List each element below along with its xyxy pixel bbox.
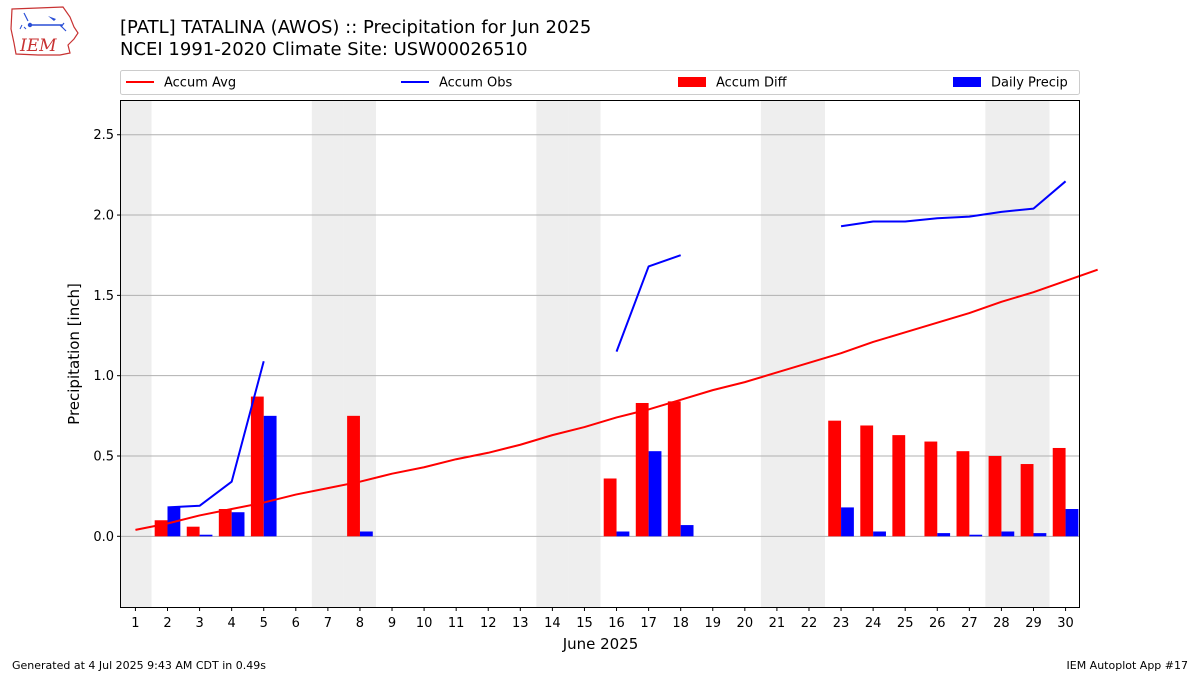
x-tick-label: 1 <box>131 616 139 631</box>
gridlines <box>121 134 1080 537</box>
accum-diff-bar <box>347 415 360 537</box>
accum-diff-bar <box>635 402 649 537</box>
daily-precip-bar <box>359 531 373 537</box>
weekend-band <box>121 101 152 607</box>
x-tick-label: 12 <box>480 616 497 631</box>
lines <box>135 180 1098 531</box>
y-tick-label: 1.0 <box>93 369 114 384</box>
legend-accum-avg-label: Accum Avg <box>164 76 236 91</box>
y-axis-label: Precipitation [inch] <box>65 283 83 425</box>
chart-title: [PATL] TATALINA (AWOS) :: Precipitation … <box>120 17 592 38</box>
accum-obs-line <box>615 254 682 352</box>
axes: 0.00.51.01.52.02.51 2 3 4 5 6 7 8 9 10 11 12 13 14 15 1… <box>65 128 1074 653</box>
y-tick-label: 2.5 <box>93 128 114 143</box>
weekend-band <box>760 101 793 607</box>
x-tick-label: 10 <box>416 616 433 631</box>
daily-precip-bar <box>263 415 277 537</box>
x-tick-label: 11 <box>448 616 465 631</box>
accum-diff-bar <box>860 425 874 537</box>
svg-text:IEM: IEM <box>19 36 57 56</box>
weekend-band <box>311 101 344 607</box>
x-tick-label: 4 <box>228 616 236 631</box>
legend-frame <box>120 70 1080 95</box>
x-tick-label: 7 <box>324 616 332 631</box>
x-tick-label: 5 <box>260 616 268 631</box>
x-tick-label: 20 <box>737 616 754 631</box>
plot-frame <box>120 100 1080 608</box>
weekend-shading <box>121 101 1050 607</box>
daily-precip-bar <box>873 531 886 537</box>
daily-precip-bar <box>231 512 245 537</box>
x-tick-label: 29 <box>1025 616 1042 631</box>
x-tick-label: 26 <box>929 616 946 631</box>
x-tick-label: 21 <box>769 616 786 631</box>
accum-avg-line <box>135 268 1098 531</box>
y-tick-label: 0.5 <box>93 450 114 465</box>
footer-generated: Generated at 4 Jul 2025 9:43 AM CDT in 0… <box>12 659 266 672</box>
weekend-band <box>792 101 826 607</box>
x-tick-label: 15 <box>576 616 593 631</box>
daily-precip-bar <box>648 451 662 537</box>
x-tick-label: 30 <box>1057 616 1074 631</box>
accum-obs-line <box>167 360 265 509</box>
chart-subtitle: NCEI 1991-2020 Climate Site: USW00026510 <box>120 39 528 60</box>
x-tick-label: 23 <box>833 616 850 631</box>
x-tick-label: 22 <box>801 616 818 631</box>
legend-daily-precip-label: Daily Precip <box>991 76 1068 91</box>
daily-precip-bar <box>969 534 983 537</box>
x-tick-label: 6 <box>292 616 300 631</box>
accum-diff-bar <box>988 456 1002 537</box>
accum-diff-bar <box>892 435 906 537</box>
accum-diff-bar <box>154 520 168 537</box>
x-tick-label: 14 <box>544 616 561 631</box>
legend-accum-diff-label: Accum Diff <box>716 76 788 91</box>
y-tick-label: 2.0 <box>93 209 114 224</box>
x-axis-label: June 2025 <box>562 635 639 653</box>
y-tick-label: 0.0 <box>93 530 114 545</box>
daily-precip-bar <box>1065 509 1079 537</box>
accum-diff-bar <box>603 478 617 537</box>
x-tick-label: 13 <box>512 616 529 631</box>
daily-precip-bar <box>680 525 694 537</box>
accum-diff-bar <box>1020 464 1034 537</box>
daily-precip-bar <box>937 533 951 537</box>
x-tick-label: 19 <box>704 616 721 631</box>
accum-diff-bar <box>250 396 264 537</box>
legend-accum-diff-swatch <box>678 77 706 87</box>
accum-diff-bar <box>956 451 970 537</box>
accum-diff-bar <box>186 526 200 537</box>
x-tick-label: 25 <box>897 616 914 631</box>
x-tick-label: 18 <box>672 616 689 631</box>
daily-precip-bar <box>199 534 213 537</box>
footer-app: IEM Autoplot App #17 <box>1066 659 1189 672</box>
legend: Accum Avg Accum Obs Accum Diff Daily Precip <box>120 70 1080 95</box>
daily-precip-bar <box>616 531 630 537</box>
x-tick-label: 9 <box>388 616 396 631</box>
accum-diff-bar <box>828 420 842 537</box>
x-tick-label: 24 <box>865 616 882 631</box>
y-tick-label: 1.5 <box>93 289 114 304</box>
bars <box>154 396 1079 537</box>
x-tick-label: 2 <box>163 616 171 631</box>
x-tick-label: 3 <box>195 616 203 631</box>
accum-diff-bar <box>924 441 938 537</box>
legend-daily-precip-swatch <box>953 77 981 87</box>
accum-diff-bar <box>1052 447 1066 537</box>
legend-accum-obs-label: Accum Obs <box>439 76 512 91</box>
weekend-band <box>568 101 601 607</box>
x-tick-label: 8 <box>356 616 364 631</box>
accum-obs-line <box>840 180 1067 228</box>
daily-precip-bar <box>1033 533 1047 537</box>
daily-precip-bar <box>841 507 854 537</box>
iem-logo: IEM <box>10 6 79 56</box>
x-tick-label: 28 <box>993 616 1010 631</box>
accum-diff-bar <box>667 401 681 537</box>
accum-diff-bar <box>218 509 232 537</box>
x-tick-label: 17 <box>640 616 657 631</box>
weekend-band <box>536 101 569 607</box>
daily-precip-bar <box>1001 531 1015 537</box>
x-tick-label: 27 <box>961 616 978 631</box>
x-tick-label: 16 <box>608 616 625 631</box>
